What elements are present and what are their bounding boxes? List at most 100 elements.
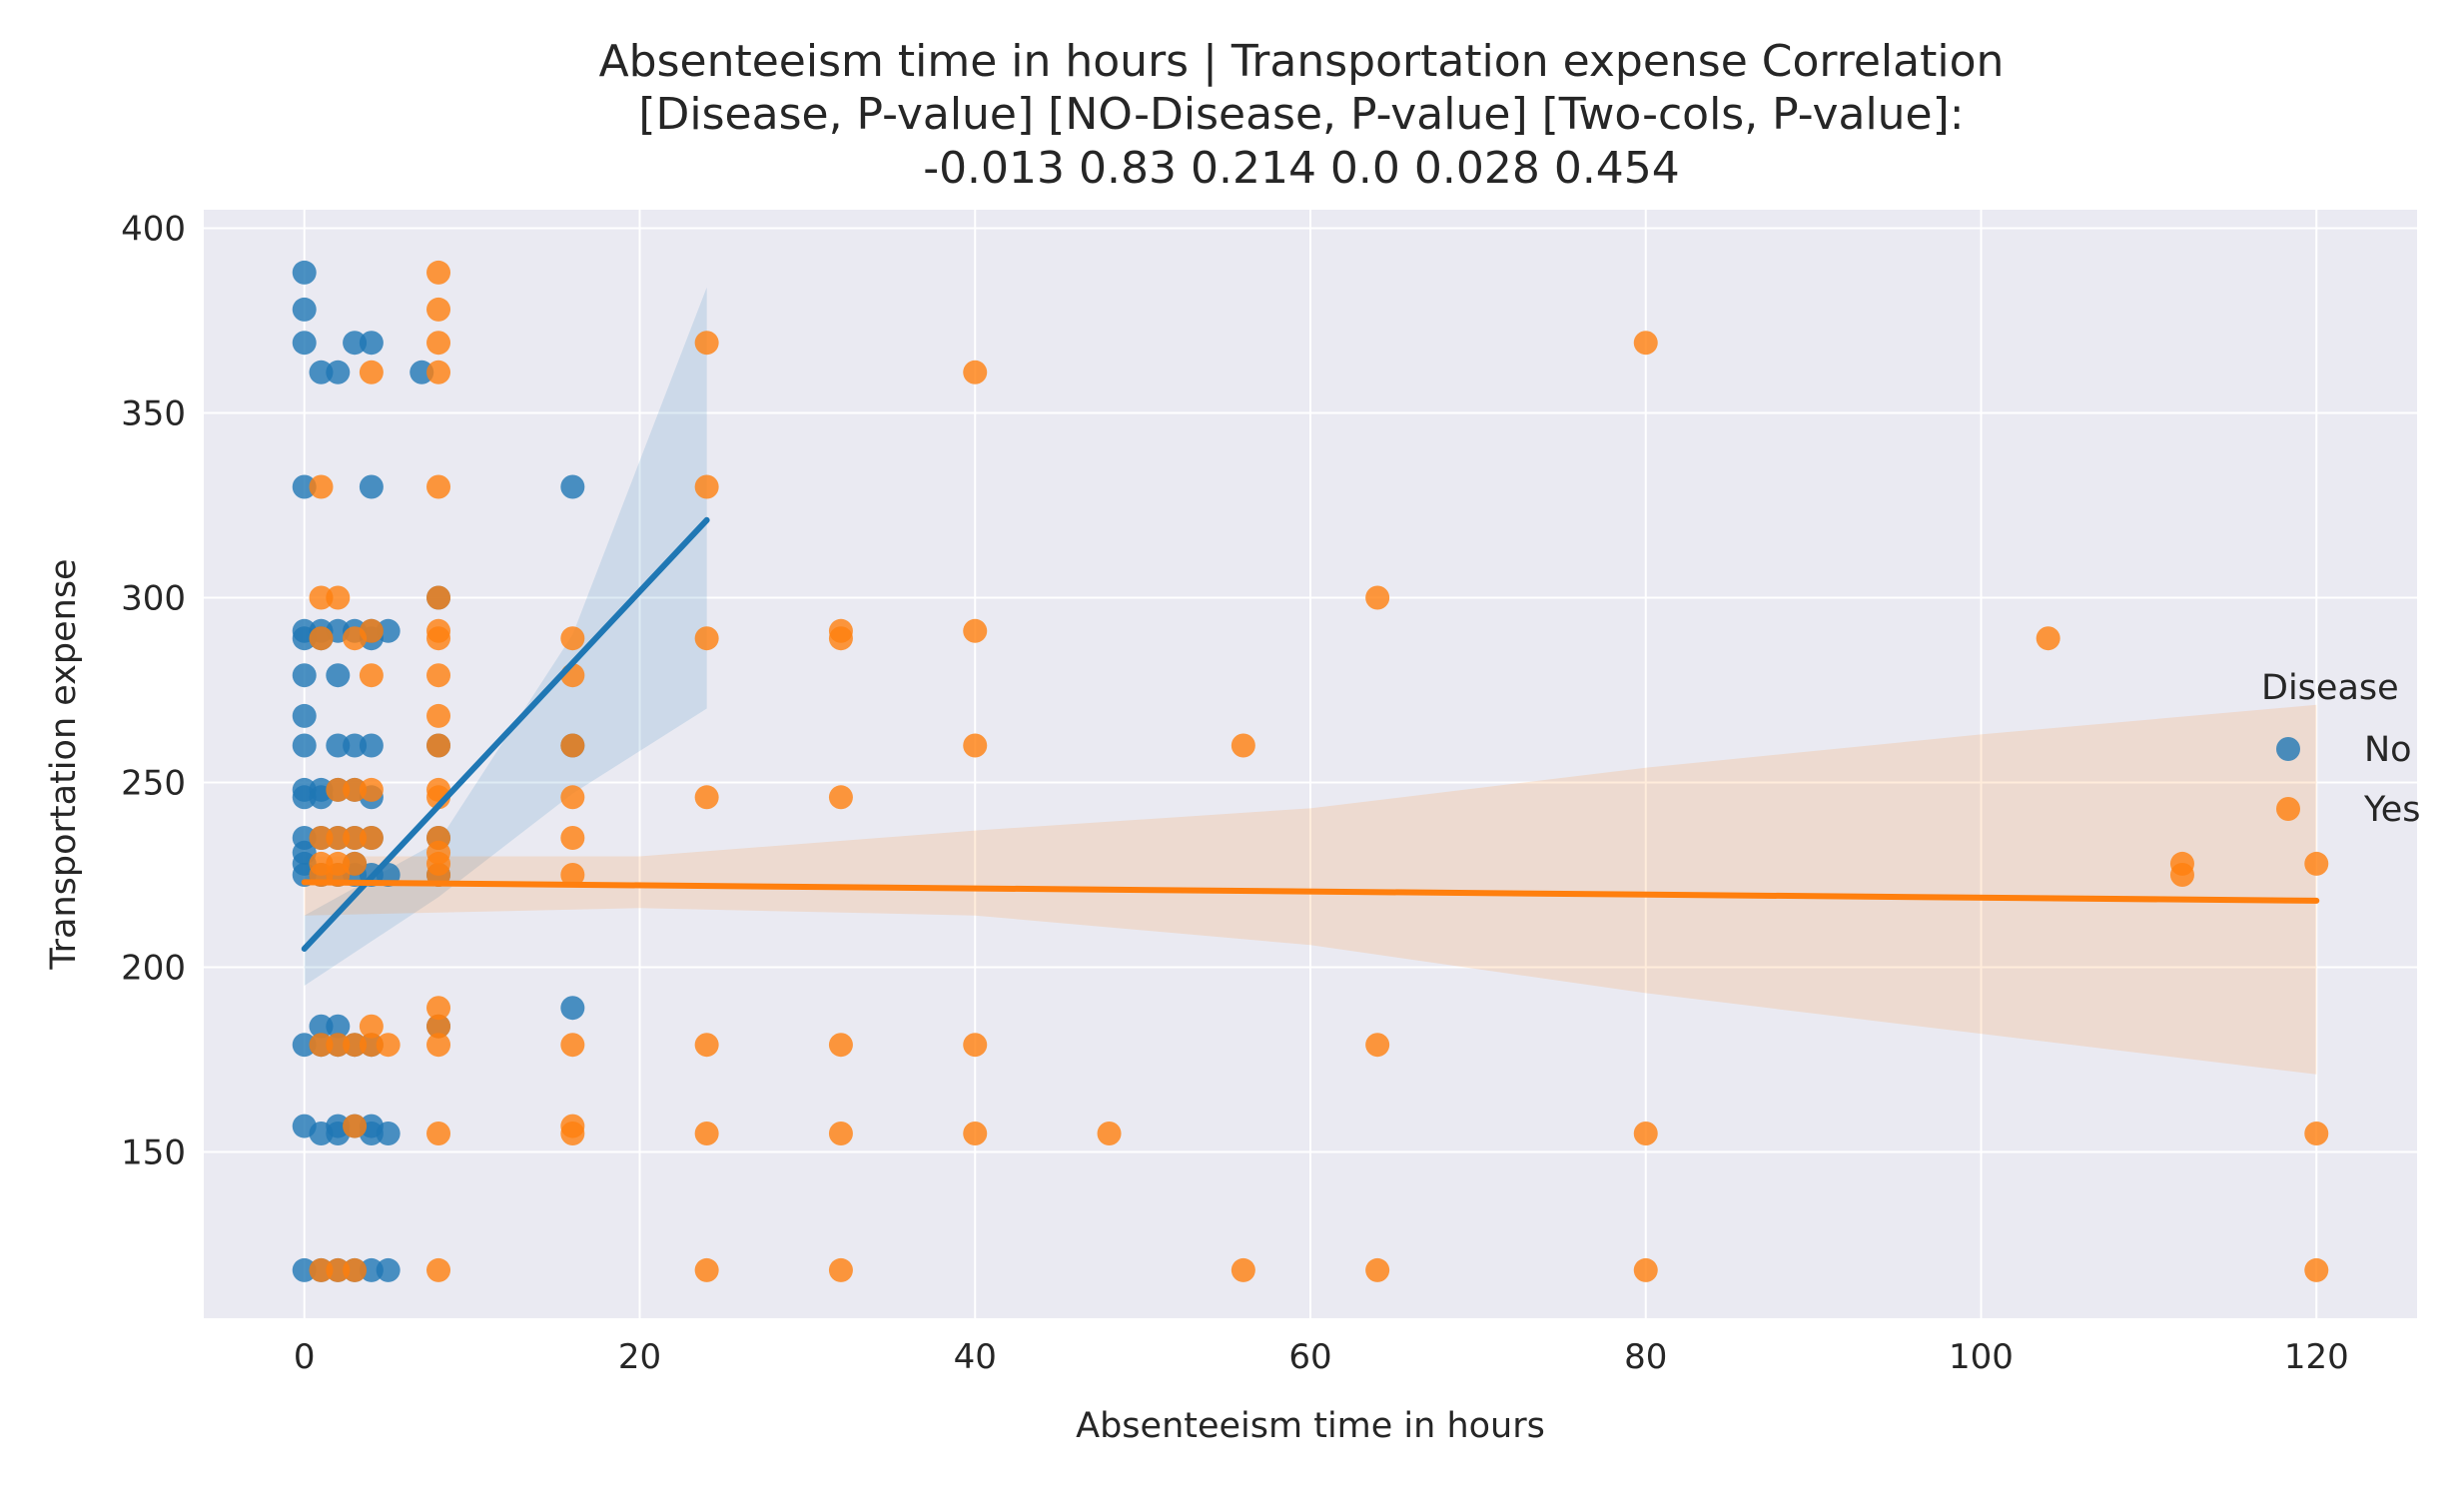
data-point-yes	[359, 1014, 384, 1039]
data-point-no	[359, 1257, 384, 1282]
data-point-yes	[359, 826, 384, 850]
legend: Disease No Yes	[2261, 668, 2421, 830]
data-point-yes	[359, 777, 384, 802]
data-point-yes	[963, 733, 988, 758]
data-point-no	[376, 618, 401, 643]
y-tick-label: 150	[121, 1133, 186, 1173]
data-point-yes	[343, 1257, 368, 1282]
data-point-yes	[426, 474, 451, 499]
data-point-no	[326, 733, 351, 758]
data-point-yes	[828, 1257, 853, 1282]
legend-marker-no	[2276, 737, 2300, 761]
y-tick-label: 400	[121, 210, 186, 250]
title-line-1: Absenteeism time in hours | Transportati…	[599, 36, 2005, 87]
data-point-yes	[1365, 1257, 1390, 1282]
data-point-yes	[426, 260, 451, 285]
data-point-yes	[828, 1033, 853, 1058]
data-point-yes	[309, 474, 334, 499]
data-point-yes	[694, 626, 719, 651]
data-point-yes	[426, 360, 451, 384]
data-point-yes	[2304, 1122, 2329, 1145]
data-point-no	[359, 474, 384, 499]
data-point-yes	[343, 1033, 368, 1058]
data-point-yes	[1365, 1033, 1390, 1058]
data-point-yes	[359, 1033, 384, 1058]
data-point-no	[376, 1257, 401, 1282]
data-point-no	[292, 260, 317, 285]
data-point-yes	[343, 826, 368, 850]
data-point-no	[343, 733, 368, 758]
data-point-yes	[359, 360, 384, 384]
data-point-no	[410, 360, 434, 384]
data-point-yes	[828, 626, 853, 651]
data-point-no	[292, 474, 317, 499]
y-tick-labels: 150 200 250 300 350 400	[121, 210, 186, 1173]
legend-label-yes: Yes	[2363, 790, 2421, 830]
data-point-no	[359, 331, 384, 356]
data-point-yes	[828, 1122, 853, 1145]
regression-line-yes	[301, 879, 2320, 904]
y-tick-label: 250	[121, 764, 186, 804]
data-point-no	[326, 663, 351, 688]
data-point-no	[326, 1014, 351, 1039]
data-point-yes	[309, 1033, 334, 1058]
data-point-yes	[426, 331, 451, 356]
data-point-no	[292, 1033, 317, 1058]
x-tick-label: 100	[1949, 1337, 2014, 1377]
x-tick-label: 0	[294, 1337, 316, 1377]
y-axis-label: Transportation expense	[44, 558, 84, 970]
x-tick-label: 40	[954, 1337, 997, 1377]
data-point-yes	[694, 1257, 719, 1282]
data-point-yes	[963, 360, 988, 384]
chart-title: Absenteeism time in hours | Transportati…	[599, 36, 2005, 194]
data-point-yes	[1365, 585, 1390, 610]
data-point-yes	[2304, 851, 2329, 876]
x-tick-label: 80	[1624, 1337, 1667, 1377]
data-point-yes	[426, 297, 451, 322]
data-point-yes	[359, 618, 384, 643]
data-point-yes	[309, 826, 334, 850]
data-point-no	[292, 1257, 317, 1282]
data-point-yes	[426, 996, 451, 1021]
data-point-yes	[326, 826, 351, 850]
data-point-yes	[694, 785, 719, 810]
title-line-3: -0.013 0.83 0.214 0.0 0.028 0.454	[923, 143, 1680, 194]
data-point-yes	[326, 1033, 351, 1058]
data-point-no	[560, 474, 585, 499]
x-tick-label: 60	[1288, 1337, 1331, 1377]
legend-label-no: No	[2364, 730, 2412, 770]
data-point-yes	[309, 1257, 334, 1282]
data-point-yes	[2036, 626, 2060, 651]
data-point-yes	[560, 1122, 585, 1145]
data-point-no	[309, 1014, 334, 1039]
data-point-no	[343, 331, 368, 356]
data-point-no	[292, 663, 317, 688]
data-point-yes	[2169, 863, 2194, 887]
y-tick-label: 200	[121, 949, 186, 989]
x-tick-label: 120	[2284, 1337, 2349, 1377]
data-point-yes	[309, 585, 334, 610]
data-point-yes	[560, 626, 585, 651]
regression-line-no	[301, 516, 710, 952]
data-point-yes	[1633, 1122, 1658, 1145]
data-point-no	[292, 703, 317, 728]
data-point-yes	[560, 733, 585, 758]
data-point-no	[560, 996, 585, 1021]
data-point-no	[292, 297, 317, 322]
data-point-yes	[694, 1122, 719, 1145]
ci-band-no	[304, 287, 707, 986]
data-point-no	[292, 733, 317, 758]
data-point-yes	[426, 703, 451, 728]
data-point-yes	[426, 1122, 451, 1145]
data-point-yes	[326, 1257, 351, 1282]
data-point-yes	[426, 663, 451, 688]
data-point-no	[376, 1122, 401, 1145]
x-axis-label: Absenteeism time in hours	[1076, 1406, 1545, 1446]
data-point-yes	[2304, 1257, 2329, 1282]
data-point-yes	[326, 585, 351, 610]
data-point-yes	[560, 863, 585, 887]
legend-title: Disease	[2261, 668, 2399, 708]
data-point-yes	[694, 331, 719, 356]
data-point-yes	[1097, 1122, 1122, 1145]
